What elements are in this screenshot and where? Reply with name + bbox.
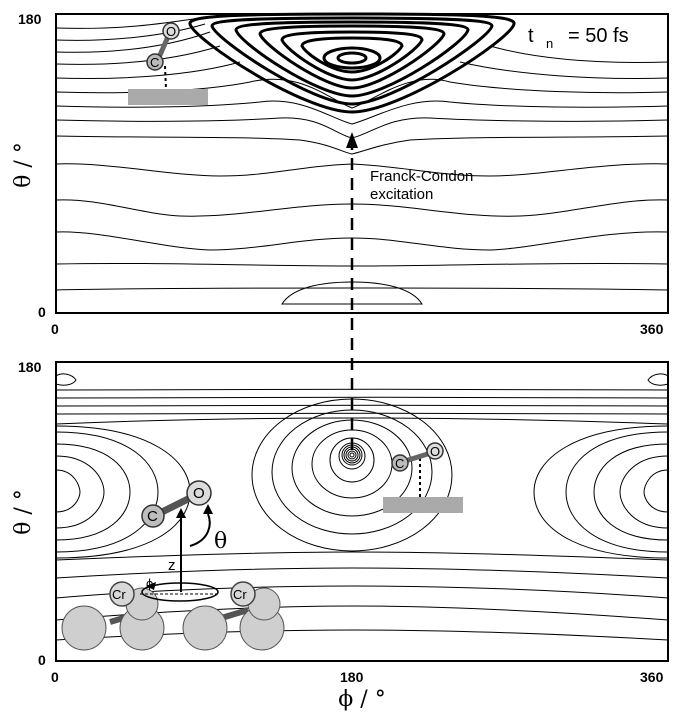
bottom-carbon-label: C [395, 456, 404, 471]
substrate-sphere [182, 605, 228, 651]
bottom-x-axis-label: ϕ / ° [338, 687, 385, 712]
bottom-y-tick-0: 0 [38, 652, 46, 668]
time-subscript: n [546, 36, 553, 51]
franck-condon-label: Franck-Condon [370, 168, 473, 185]
bottom-x-tick-180: 180 [340, 669, 364, 685]
bottom-x-tick-360: 360 [640, 669, 664, 685]
geometry-inset: Cr Cr ϕ z θ C O [61, 480, 285, 651]
bottom-substrate-bar [383, 497, 463, 513]
bottom-molecule-inset: C O [383, 442, 463, 513]
top-carbon-atom [146, 53, 164, 71]
bottom-oxygen-label: O [430, 444, 440, 459]
top-carbon-label: C [150, 55, 159, 70]
chromium-label: Cr [112, 587, 126, 602]
bottom-panel: 180 0 0 180 360 θ / ° ϕ / ° C O [11, 359, 669, 712]
top-molecule-inset: C O [128, 22, 208, 105]
phi-label: ϕ [146, 576, 153, 591]
franck-condon-arrow [346, 132, 358, 450]
substrate-sphere [61, 605, 107, 651]
bottom-central-contours [251, 398, 453, 552]
excitation-label: excitation [370, 186, 433, 203]
top-y-axis-label: θ / ° [11, 142, 36, 188]
theta-label: θ [214, 529, 227, 554]
bottom-y-axis-label: θ / ° [11, 489, 36, 535]
top-x-tick-0: 0 [51, 321, 59, 337]
bottom-oxygen-atom [426, 442, 444, 460]
bottom-right-contours [533, 425, 669, 559]
top-wave-packet-contours [188, 12, 516, 114]
inset-oxygen-label: O [193, 485, 205, 502]
time-value: = 50 fs [568, 25, 629, 47]
inset-oxygen-atom [186, 480, 212, 506]
chromium-label: Cr [233, 587, 247, 602]
inset-carbon-atom [141, 504, 165, 528]
bottom-x-tick-0: 0 [51, 669, 59, 685]
inset-carbon-label: C [147, 508, 158, 525]
top-y-tick-180: 180 [18, 11, 42, 27]
top-x-tick-360: 360 [640, 321, 664, 337]
z-label: z [168, 557, 176, 574]
top-substrate-bar [128, 89, 208, 105]
top-oxygen-label: O [166, 24, 176, 39]
top-y-tick-0: 0 [38, 304, 46, 320]
top-panel: 180 0 0 360 θ / ° t n = 50 fs Franck-Con… [11, 11, 669, 337]
top-oxygen-atom [162, 22, 180, 40]
bottom-carbon-atom [391, 454, 409, 472]
bottom-left-contours [55, 425, 191, 559]
chromium-atom [230, 581, 256, 607]
time-label: t [528, 25, 534, 47]
bottom-y-tick-180: 180 [18, 359, 42, 375]
chromium-atom [109, 581, 135, 607]
